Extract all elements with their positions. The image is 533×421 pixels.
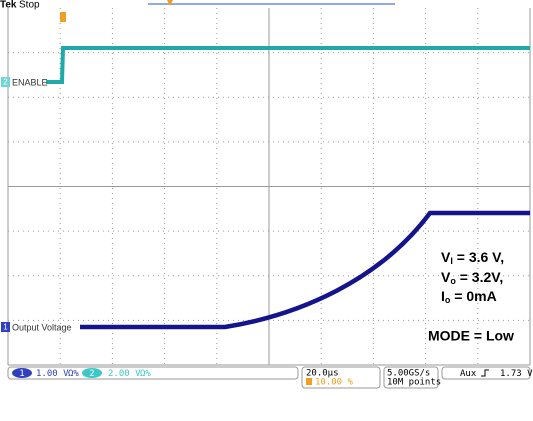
ch2-marker-box xyxy=(1,77,10,87)
ch1-label: Output Voltage xyxy=(12,322,72,332)
record-length: 10M points xyxy=(387,378,441,388)
vin-annotation: VI = 3.6 V, xyxy=(441,249,504,267)
trigger-level: 1.73 V xyxy=(500,369,533,379)
trigger-position: 10.00 % xyxy=(315,378,354,388)
mode-annotation: MODE = Low xyxy=(428,328,514,344)
timebase: 20.0µs xyxy=(306,369,339,379)
enable-trace xyxy=(46,46,530,84)
trigger-marker xyxy=(60,12,66,22)
ch2-badge-label: 2 xyxy=(89,369,94,379)
trigger-pos-icon xyxy=(306,378,312,385)
ch1-marker-box xyxy=(1,322,10,332)
acquisition-panel xyxy=(383,366,439,389)
ch1-badge-label: 1 xyxy=(19,369,24,379)
trigger-slope xyxy=(481,369,489,377)
brand: Tek xyxy=(0,0,17,11)
vout-annotation: Vo = 3.2V, xyxy=(441,269,503,287)
ch1-coupling: Ω% xyxy=(68,369,79,379)
status: Stop xyxy=(19,0,40,11)
graticule xyxy=(7,8,531,366)
timebase-panel xyxy=(301,366,381,389)
sample-rate: 5.00GS/s xyxy=(387,369,430,379)
trigger-panel xyxy=(441,366,531,380)
ch2-scale: 2.00 V xyxy=(108,369,141,379)
ch1-scale: 1.00 V xyxy=(36,369,69,379)
channel-panel xyxy=(7,366,299,380)
ch2-label: ENABLE xyxy=(12,77,48,87)
ch2-coupling: Ω% xyxy=(140,369,151,379)
ch2-badge xyxy=(82,368,102,378)
iout-annotation: Io = 0mA xyxy=(441,288,497,306)
ch1-marker: 1 xyxy=(3,323,8,332)
output-voltage-trace xyxy=(80,210,530,330)
ch2-marker: 2 xyxy=(3,78,8,87)
trigger-position-marker xyxy=(167,0,173,6)
ch1-badge xyxy=(12,368,32,378)
trigger-source: Aux xyxy=(460,369,477,379)
